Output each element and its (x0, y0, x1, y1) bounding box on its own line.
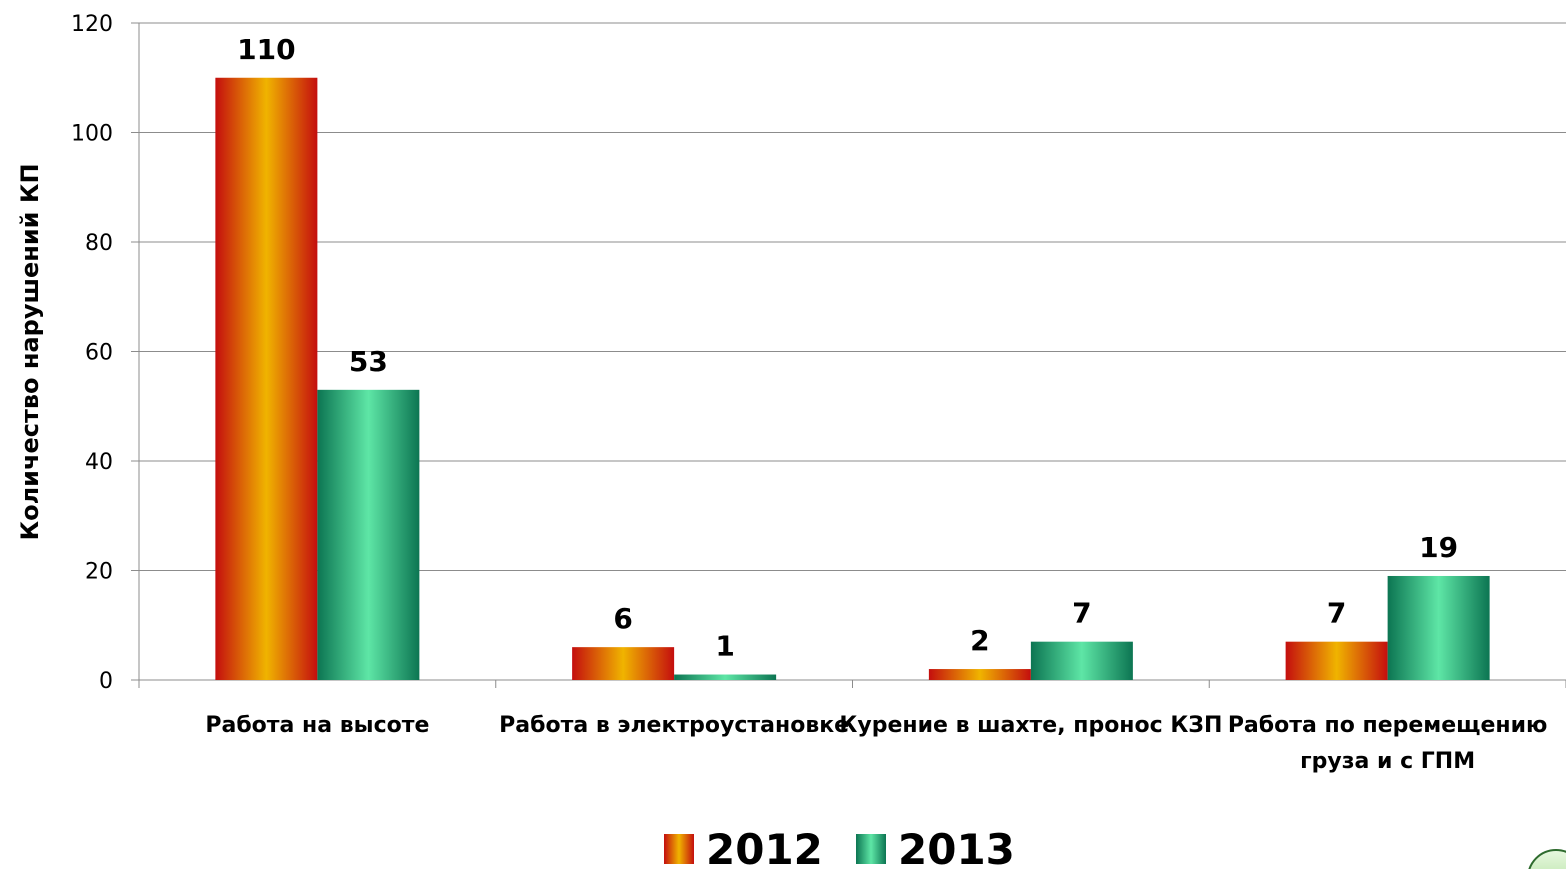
data-label: 6 (613, 602, 632, 635)
data-label: 1 (715, 630, 734, 663)
category-label: Работа в электроустановке (499, 713, 849, 738)
category-label: Работа на высоте (205, 713, 429, 738)
corner-badge-icon (1528, 849, 1566, 869)
y-tick-label: 120 (71, 12, 113, 37)
data-label: 19 (1419, 531, 1458, 564)
legend-label: 2013 (898, 825, 1015, 869)
data-label: 7 (1327, 597, 1346, 630)
data-label: 7 (1072, 597, 1091, 630)
category-label: груза и с ГПМ (1300, 749, 1475, 774)
bar-2012-0 (215, 77, 318, 680)
y-tick-label: 80 (85, 231, 113, 256)
labels: 110 53 Работа на высоте 6 1 Работа в электроу… (205, 33, 1547, 774)
bars (215, 77, 1490, 680)
y-tick-label: 100 (71, 122, 113, 147)
bar-2012-1 (572, 647, 675, 680)
category-label: Курение в шахте, пронос КЗП (839, 713, 1222, 738)
data-label: 2 (970, 624, 989, 657)
legend-swatch (856, 834, 886, 864)
legend: 2012 2013 (664, 825, 1015, 869)
bar-2012-3 (1285, 641, 1388, 680)
y-tick-label: 20 (85, 560, 113, 585)
legend-label: 2012 (706, 825, 823, 869)
bar-2013-0 (317, 389, 420, 680)
y-tick-label: 60 (85, 341, 113, 366)
bar-2013-3 (1387, 575, 1490, 680)
data-label: 53 (349, 345, 388, 378)
y-axis-title: Количество нарушений КП (16, 163, 44, 540)
legend-swatch (664, 834, 694, 864)
data-label: 110 (237, 33, 295, 66)
bar-2012-2 (928, 669, 1031, 680)
bar-2013-1 (674, 674, 777, 680)
y-tick-label: 40 (85, 450, 113, 475)
bar-2013-2 (1030, 641, 1133, 680)
category-label: Работа по перемещению (1228, 713, 1548, 738)
y-tick-label: 0 (99, 669, 113, 694)
